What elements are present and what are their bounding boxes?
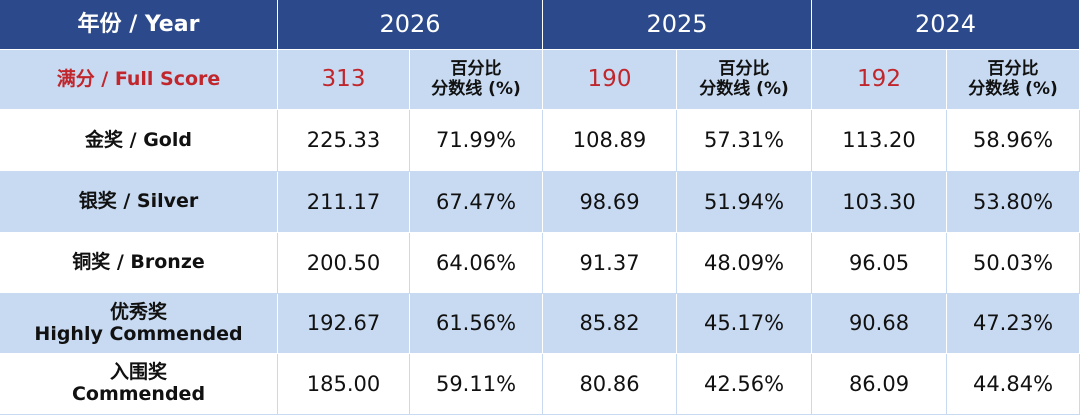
cell-text: 百分比 [450,58,502,79]
percent-value: 59.11% [410,354,543,415]
cell-text: 分数线 (%) [968,78,1058,99]
score-value: 108.89 [543,110,677,172]
year-header: 2024 [812,0,1080,50]
cell-text: 银奖 / Silver [78,190,199,213]
cell-text: 98.69 [579,189,640,214]
percent-value: 51.94% [677,172,812,233]
percent-header: 百分比 分数线 (%) [947,50,1080,110]
cell-text: 铜奖 / Bronze [72,251,205,274]
cell-text: 分数线 (%) [431,78,521,99]
cell-text: 225.33 [306,128,381,153]
cell-text: 58.96% [972,128,1054,153]
cell-text: 108.89 [572,128,647,153]
score-value: 86.09 [812,354,947,415]
score-value: 91.37 [543,233,677,294]
percent-value: 47.23% [947,294,1080,354]
score-value: 80.86 [543,354,677,415]
cell-text: 59.11% [435,371,517,396]
cell-text: 百分比 [718,58,770,79]
percent-value: 61.56% [410,294,543,354]
score-value: 113.20 [812,110,947,172]
cell-text: 67.47% [435,189,517,214]
percent-value: 50.03% [947,233,1080,294]
cell-text: 53.80% [972,189,1054,214]
score-value: 225.33 [278,110,410,172]
cell-text: 200.50 [306,250,381,275]
cell-text: 满分 / Full Score [56,67,221,90]
percent-value: 53.80% [947,172,1080,233]
cell-text: 86.09 [848,371,910,396]
cell-text: 57.31% [703,128,785,153]
percent-value: 45.17% [677,294,812,354]
cell-text: 2025 [646,9,708,38]
percent-value: 58.96% [947,110,1080,172]
cell-text: 61.56% [435,311,517,336]
percent-value: 71.99% [410,110,543,172]
percent-header: 百分比 分数线 (%) [677,50,812,110]
cell-text: 211.17 [306,189,381,214]
cell-text: 185.00 [306,371,381,396]
percent-value: 48.09% [677,233,812,294]
percent-value: 44.84% [947,354,1080,415]
cell-text: 192.67 [306,311,381,336]
header-label: 年份 / Year [0,0,278,50]
award-label: 银奖 / Silver [0,172,278,233]
score-value: 211.17 [278,172,410,233]
score-value: 200.50 [278,233,410,294]
cell-text: 85.82 [579,311,640,336]
cell-text: Highly Commended [34,322,243,345]
cell-text: 313 [321,66,366,93]
cell-text: 年份 / Year [77,11,200,37]
percent-value: 67.47% [410,172,543,233]
cell-text: 44.84% [972,371,1054,396]
score-value: 103.30 [812,172,947,233]
cell-text: 90.68 [848,311,910,336]
cell-text: 百分比 [987,58,1039,79]
percent-value: 64.06% [410,233,543,294]
award-label: 优秀奖 Highly Commended [0,294,278,354]
cell-text: 金奖 / Gold [85,128,192,151]
cell-text: 优秀奖 [109,300,167,323]
year-header: 2026 [278,0,543,50]
cell-text: 42.56% [703,371,785,396]
cell-text: 入围奖 [109,361,167,384]
cell-text: 48.09% [703,250,785,275]
score-value: 90.68 [812,294,947,354]
percent-value: 57.31% [677,110,812,172]
full-score: 190 [543,50,677,110]
cell-text: 103.30 [842,189,916,214]
cell-text: 91.37 [579,250,640,275]
year-header: 2025 [543,0,812,50]
full-score: 313 [278,50,410,110]
score-value: 85.82 [543,294,677,354]
award-label: 金奖 / Gold [0,110,278,172]
cell-text: 47.23% [972,311,1054,336]
full-score: 192 [812,50,947,110]
cell-text: 190 [587,66,632,93]
cell-text: 71.99% [435,128,517,153]
award-label: 入围奖 Commended [0,354,278,415]
award-label: 铜奖 / Bronze [0,233,278,294]
cell-text: 45.17% [703,311,785,336]
cell-text: 50.03% [972,250,1054,275]
cell-text: 113.20 [842,128,916,153]
score-value: 98.69 [543,172,677,233]
score-value: 192.67 [278,294,410,354]
cell-text: 2024 [914,9,977,38]
score-value: 96.05 [812,233,947,294]
cell-text: 80.86 [579,371,640,396]
cell-text: 192 [857,66,901,93]
cell-text: 51.94% [703,189,785,214]
score-value: 185.00 [278,354,410,415]
cell-text: 64.06% [435,250,517,275]
percent-value: 42.56% [677,354,812,415]
percent-header: 百分比 分数线 (%) [410,50,543,110]
cell-text: Commended [71,383,206,405]
cell-text: 2026 [379,9,441,38]
cell-text: 96.05 [848,250,910,275]
cell-text: 分数线 (%) [699,78,789,99]
full-score-label: 满分 / Full Score [0,50,278,110]
